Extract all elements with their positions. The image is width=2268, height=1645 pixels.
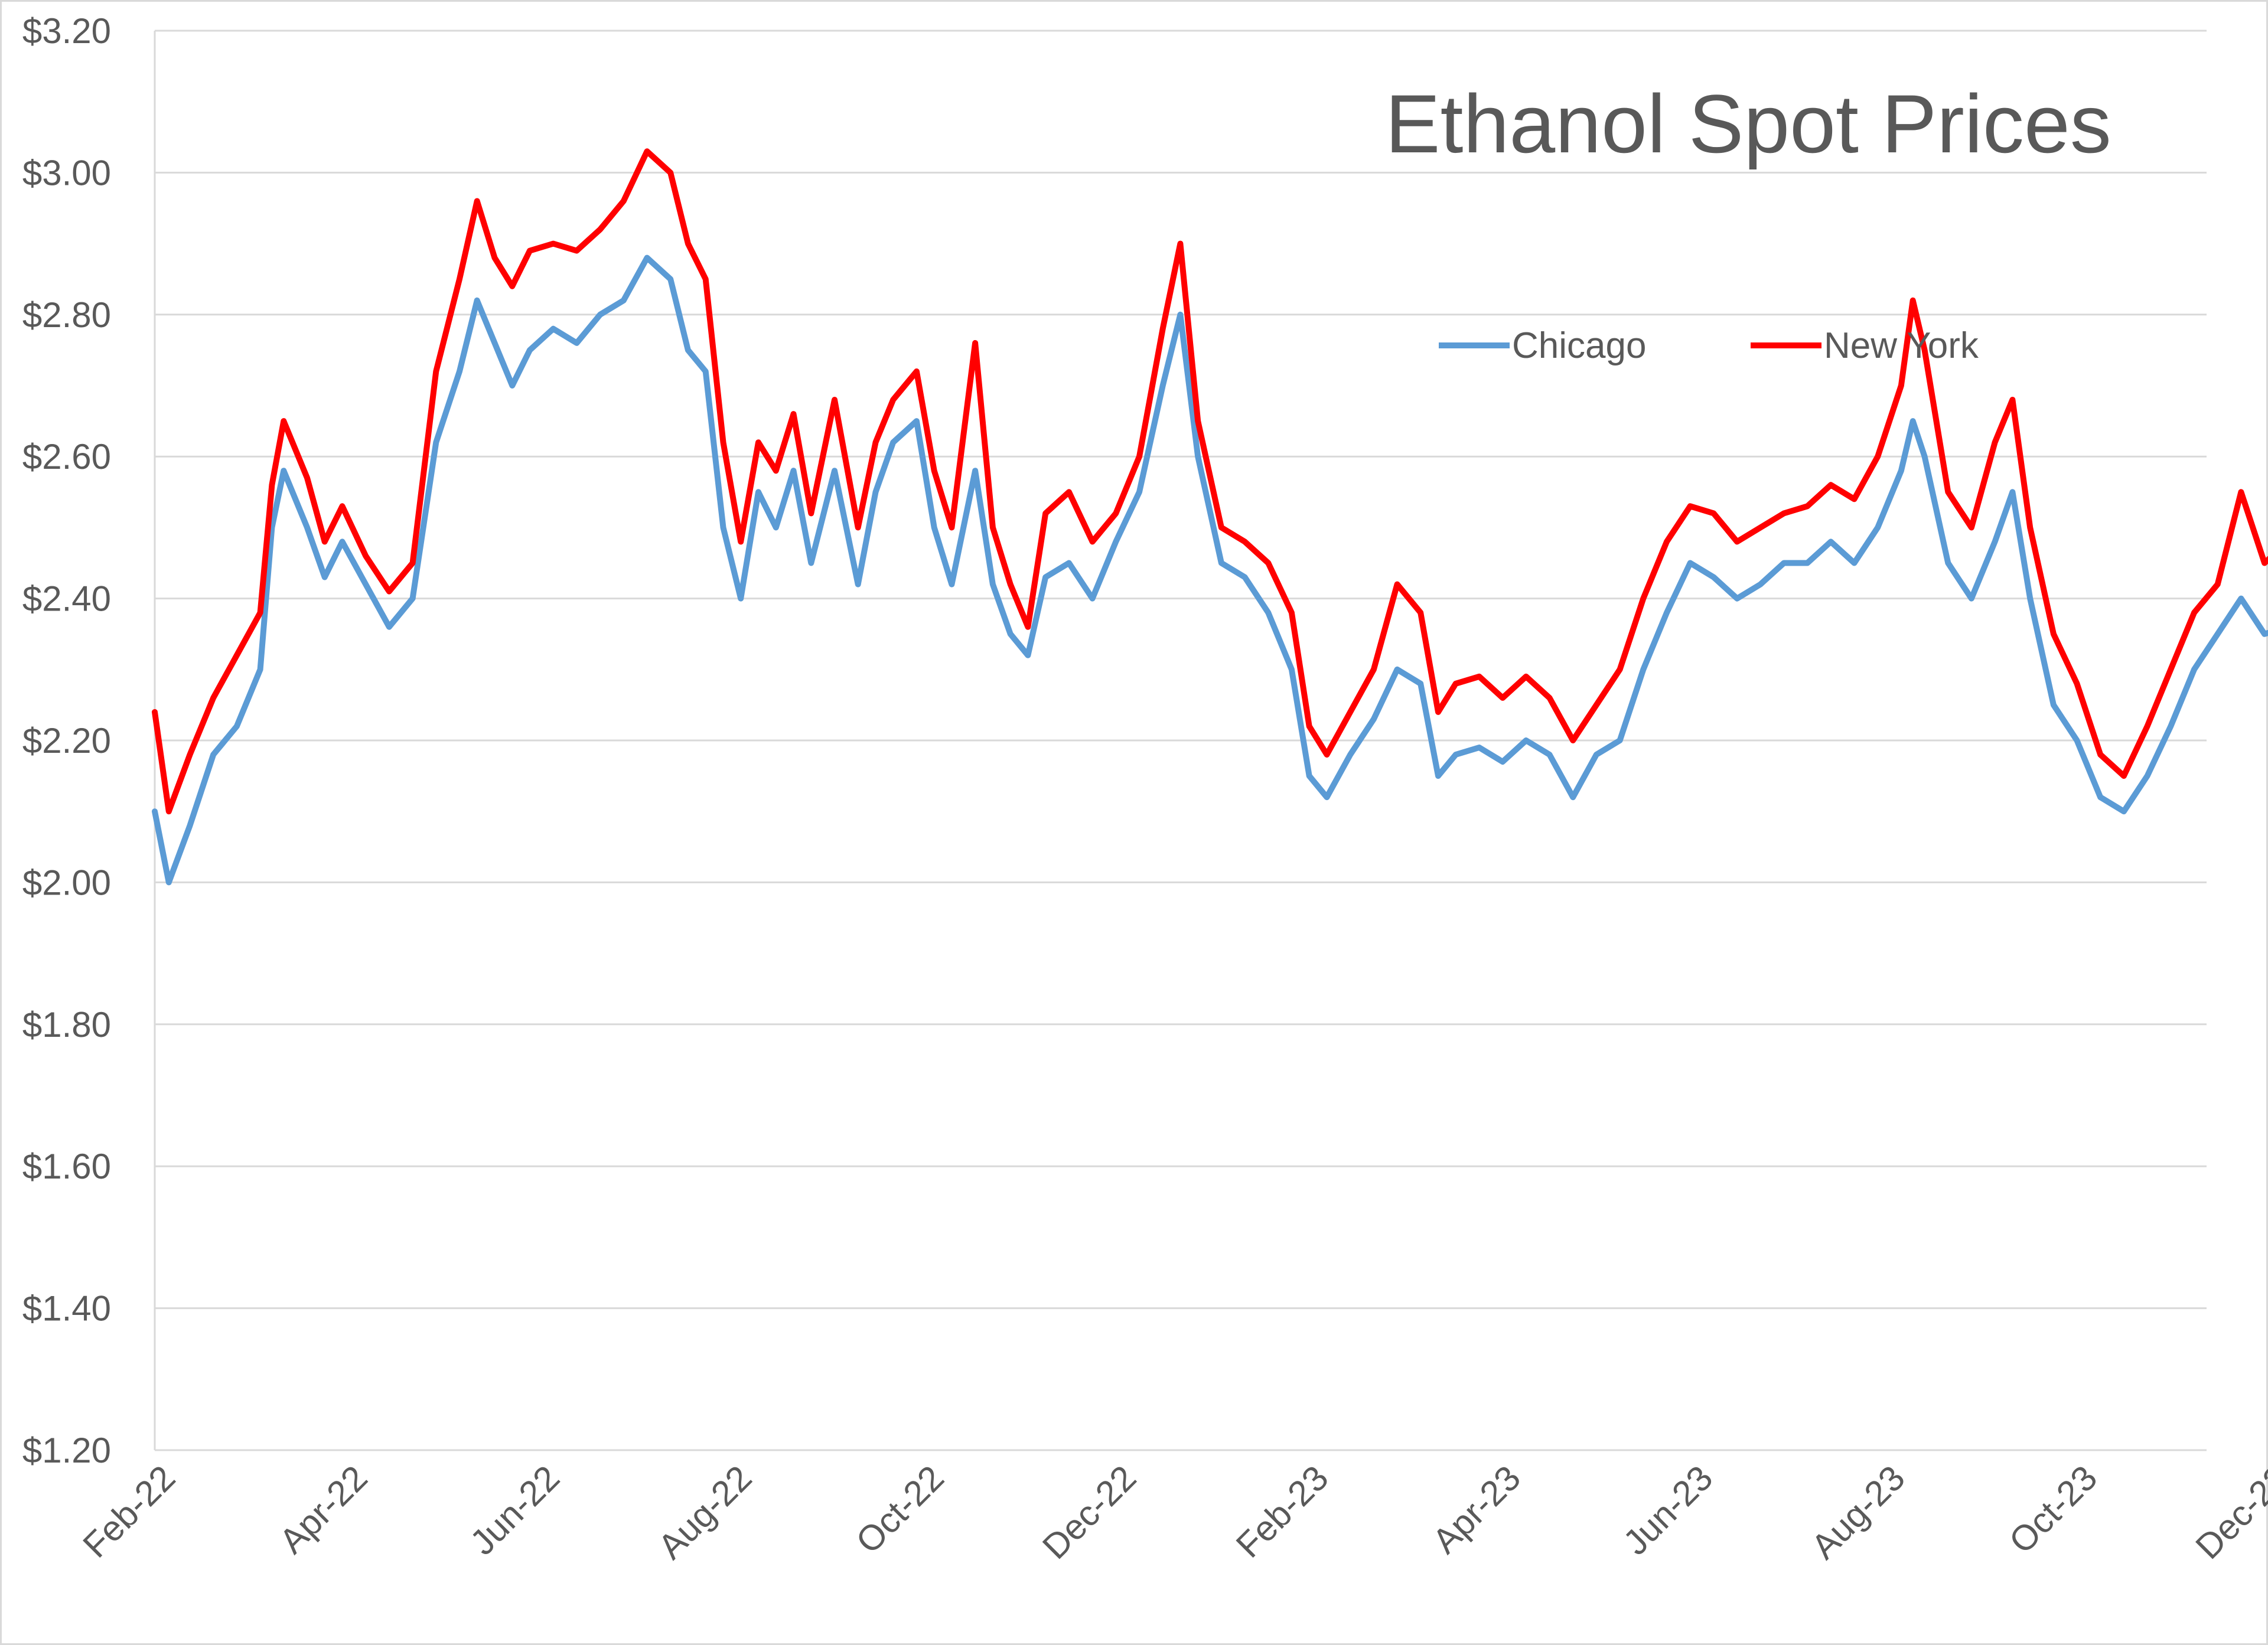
x-tick-label: Aug-22 <box>650 1458 759 1566</box>
x-tick-label: Aug-23 <box>1804 1458 1912 1566</box>
chart-title: Ethanol Spot Prices <box>1385 77 2111 170</box>
series-line-chicago <box>152 254 2268 886</box>
y-tick-label: $2.80 <box>22 295 111 335</box>
x-tick-label: Feb-23 <box>1228 1458 1336 1565</box>
x-tick-label: Apr-23 <box>1425 1458 1528 1561</box>
y-tick-label: $1.60 <box>22 1147 111 1186</box>
y-tick-label: $1.20 <box>22 1431 111 1470</box>
x-tick-label: Oct-22 <box>848 1458 951 1561</box>
y-tick-label: $2.20 <box>22 721 111 761</box>
legend-label: New York <box>1824 325 1979 366</box>
series-line-new-york <box>152 148 2268 815</box>
y-tick-label: $1.80 <box>22 1005 111 1045</box>
y-tick-label: $2.40 <box>22 579 111 619</box>
x-tick-label: Jun-23 <box>1615 1458 1720 1562</box>
y-tick-label: $2.00 <box>22 863 111 902</box>
x-tick-label: Jun-22 <box>462 1458 567 1562</box>
x-tick-label: Feb-22 <box>76 1458 183 1565</box>
x-axis: Feb-22 Apr-22 Jun-22 Aug-22 Oct-22 Dec-22 Feb-… <box>76 1458 2268 1566</box>
series-lines <box>152 148 2268 886</box>
x-tick-label: Dec-22 <box>1035 1458 1143 1566</box>
legend-label: Chicago <box>1512 325 1646 366</box>
y-tick-label: $1.40 <box>22 1289 111 1329</box>
y-tick-label: $3.00 <box>22 153 111 192</box>
x-tick-label: Oct-23 <box>2002 1458 2105 1561</box>
legend: Chicago New York <box>1439 325 1979 366</box>
y-tick-label: $3.20 <box>22 11 111 51</box>
y-tick-label: $2.60 <box>22 437 111 476</box>
x-tick-label: Apr-22 <box>272 1458 375 1561</box>
x-tick-label: Dec-23 <box>2188 1458 2268 1566</box>
y-axis: $1.20 $1.40 $1.60 $1.80 $2.00 $2.20 $2.40 $2.60… <box>22 11 111 1470</box>
